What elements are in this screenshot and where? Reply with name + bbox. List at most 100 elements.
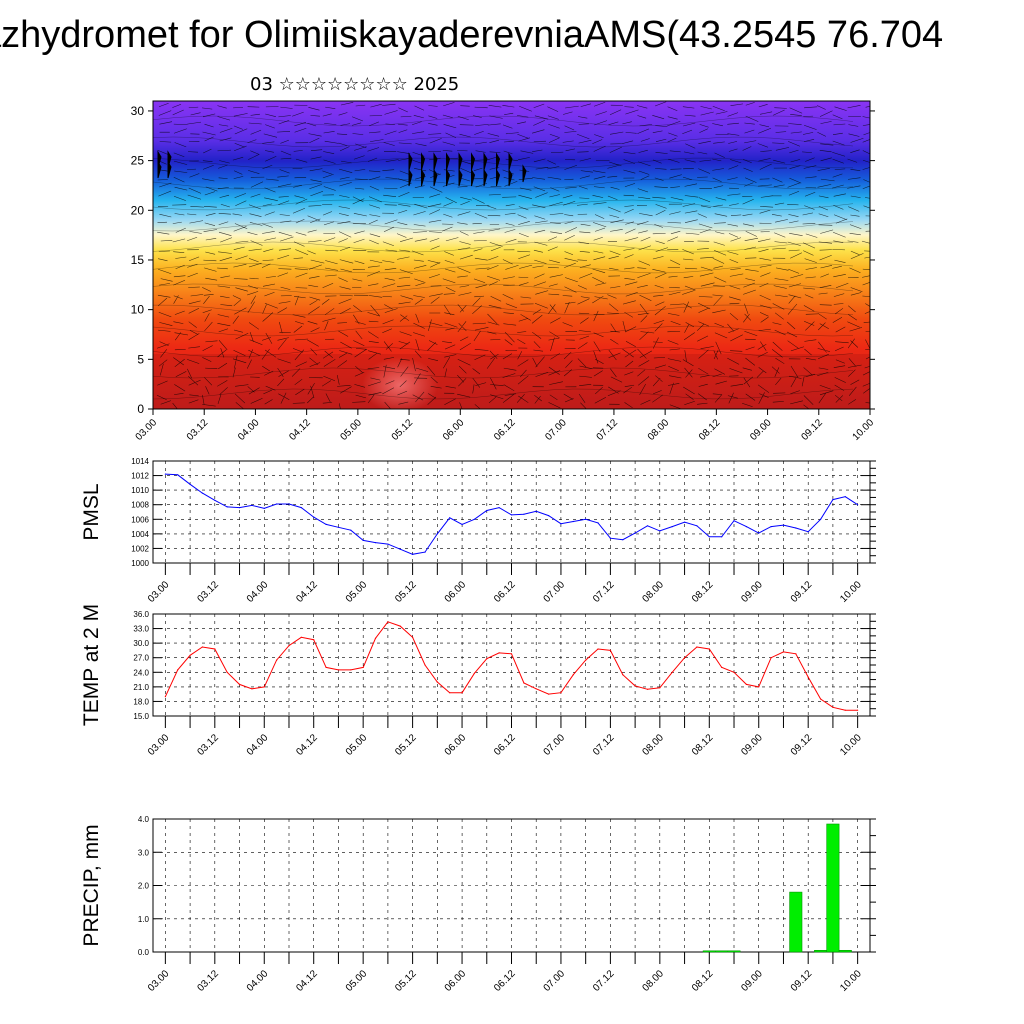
y-tick-label: 1006 xyxy=(131,515,149,524)
chart-title-text: azhydromet for OlimiiskayaderevniaAMS(43… xyxy=(0,14,944,56)
data-point xyxy=(412,636,414,638)
x-tick-label: 07.12 xyxy=(591,968,617,994)
x-tick-label: 07.00 xyxy=(543,417,569,443)
pmsl-panel: 1000 1002 1004 1006 1008 1010 1012 1014 03.00 03.… xyxy=(80,457,876,605)
x-tick-label: 07.00 xyxy=(542,579,568,605)
precip-panel: 0.0 1.0 2.0 3.0 4.0 03.00 03.12 04.00 04.12 05.00… xyxy=(80,815,876,994)
data-point xyxy=(844,496,846,498)
y-tick-label: 27.0 xyxy=(133,654,149,663)
wind-barb xyxy=(421,152,426,171)
data-point xyxy=(560,523,562,525)
data-point xyxy=(597,648,599,650)
data-point xyxy=(622,539,624,541)
y-axis-label: TEMP at 2 M xyxy=(80,604,103,726)
data-point xyxy=(832,499,834,501)
data-point xyxy=(684,657,686,659)
data-point xyxy=(325,523,327,526)
wind-barb xyxy=(508,152,513,171)
y-tick-label: 1000 xyxy=(131,559,149,568)
x-tick-label: 08.12 xyxy=(690,968,716,994)
data-point xyxy=(486,509,488,512)
data-point xyxy=(337,526,339,528)
data-point xyxy=(449,692,451,694)
wind-barb xyxy=(522,164,527,183)
data-point xyxy=(634,532,636,534)
xsec-hotspot xyxy=(362,357,438,409)
data-point xyxy=(548,693,550,695)
data-point xyxy=(374,637,377,639)
precip-bar xyxy=(838,949,852,953)
data-point xyxy=(708,648,710,650)
data-point xyxy=(510,514,513,516)
data-point xyxy=(684,521,686,523)
data-point xyxy=(226,671,228,673)
y-tick-label: 1012 xyxy=(131,472,149,481)
series-line xyxy=(165,473,858,555)
x-tick-label: 05.12 xyxy=(393,732,419,758)
wind-streamlines xyxy=(156,101,870,409)
y-tick-label: 15.0 xyxy=(133,712,149,721)
data-point xyxy=(251,688,253,690)
wind-barb xyxy=(458,152,463,171)
data-point xyxy=(622,674,624,676)
precip-bar xyxy=(715,950,729,953)
data-point xyxy=(782,524,785,526)
data-point xyxy=(609,649,612,652)
data-point xyxy=(857,709,859,711)
x-tick-label: 08.00 xyxy=(646,417,672,443)
wind-barb xyxy=(421,168,426,187)
x-tick-label: 06.00 xyxy=(443,732,469,758)
data-point xyxy=(646,525,649,527)
panel-frame xyxy=(152,613,871,717)
data-point xyxy=(201,646,203,648)
data-point xyxy=(708,536,710,538)
wind-barb xyxy=(433,152,438,171)
data-point xyxy=(177,474,179,476)
data-point xyxy=(473,672,475,674)
data-point xyxy=(745,526,748,528)
y-tick-label: 15 xyxy=(131,253,145,267)
grid-lines xyxy=(153,818,870,953)
y-tick-label: 1004 xyxy=(131,530,149,539)
x-tick-label: 03.12 xyxy=(195,968,221,994)
y-tick-label: 36.0 xyxy=(133,610,149,619)
x-tick-label: 06.12 xyxy=(492,579,518,605)
chart-subtitle: 03 ☆☆☆☆☆☆☆☆ 2025 xyxy=(250,74,460,95)
data-point xyxy=(795,527,797,529)
data-point xyxy=(770,526,772,528)
y-tick-label: 1010 xyxy=(131,486,149,495)
x-tick-label: 08.00 xyxy=(640,968,666,994)
x-tick-label: 03.12 xyxy=(195,732,221,758)
data-point xyxy=(263,507,265,509)
data-point xyxy=(313,516,315,518)
precip-bar xyxy=(702,950,716,953)
wind-barb xyxy=(483,152,488,171)
x-tick-label: 03.00 xyxy=(146,579,172,605)
x-tick-label: 03.00 xyxy=(134,417,160,443)
data-point xyxy=(498,652,500,654)
data-point xyxy=(189,483,191,485)
data-point xyxy=(238,683,241,686)
data-point xyxy=(374,542,377,544)
x-tick-label: 09.00 xyxy=(739,579,765,605)
data-point xyxy=(696,525,698,527)
x-tick-label: 05.00 xyxy=(339,417,365,443)
x-tick-label: 09.12 xyxy=(789,579,815,605)
data-point xyxy=(313,639,315,641)
x-tick-label: 10.00 xyxy=(838,968,864,994)
data-point xyxy=(288,503,290,505)
data-point xyxy=(758,686,760,688)
data-point xyxy=(832,706,834,708)
data-point xyxy=(177,669,179,671)
data-point xyxy=(424,551,426,553)
data-point xyxy=(387,543,389,545)
x-tick-label: 04.00 xyxy=(245,732,271,758)
x-tick-label: 07.12 xyxy=(595,417,621,443)
precip-bar xyxy=(814,949,828,953)
x-tick-label: 10.00 xyxy=(838,732,864,758)
x-tick-label: 09.12 xyxy=(799,417,825,443)
x-tick-label: 06.12 xyxy=(492,968,518,994)
data-point xyxy=(436,681,438,683)
x-tick-label: 06.00 xyxy=(443,579,469,605)
x-tick-label: 04.00 xyxy=(245,968,271,994)
